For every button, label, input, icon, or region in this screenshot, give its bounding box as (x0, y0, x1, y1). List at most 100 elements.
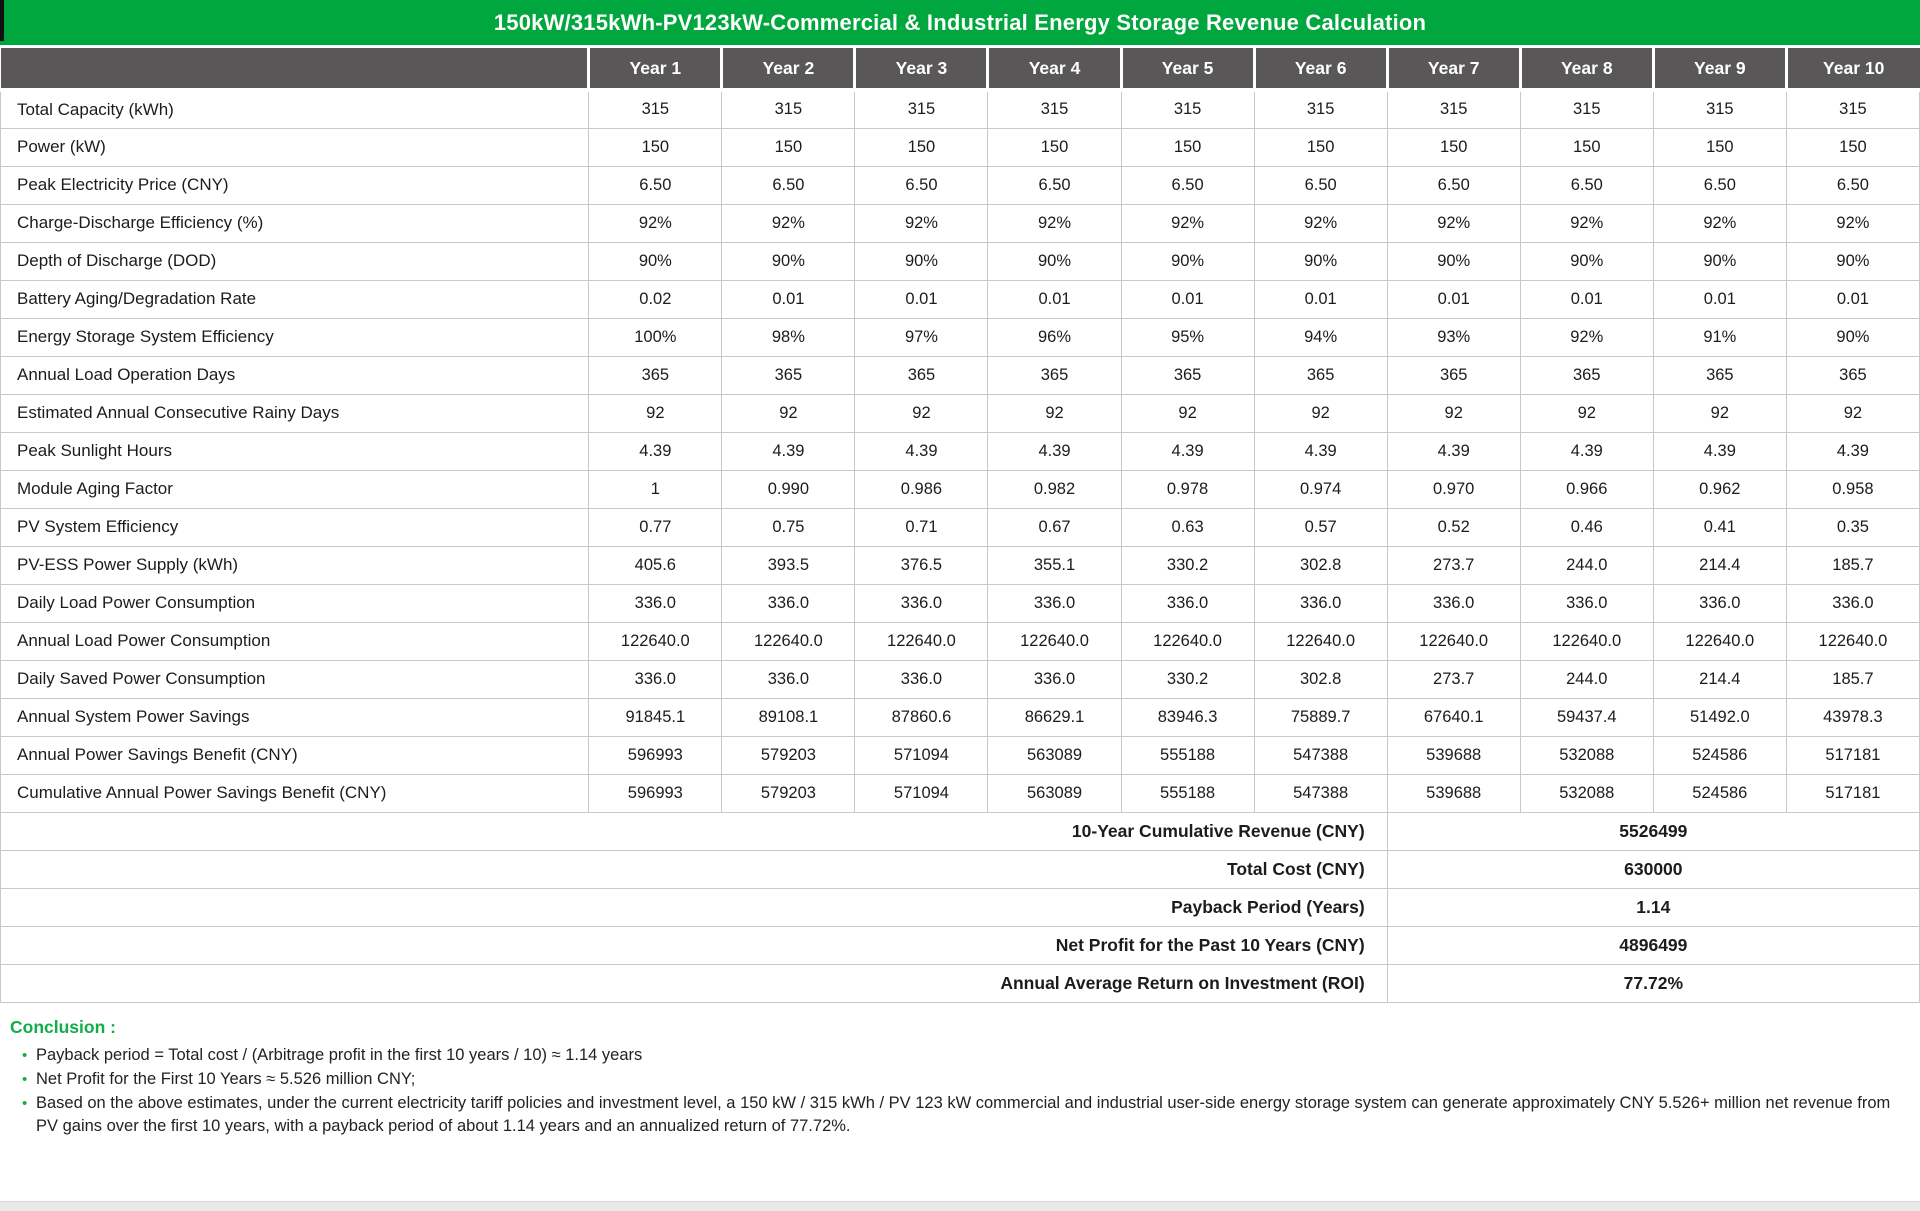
value-cell: 315 (987, 89, 1122, 129)
summary-label-cell: Annual Average Return on Investment (ROI… (0, 963, 1388, 1003)
value-cell: 122640.0 (1120, 621, 1255, 661)
value-cell: 365 (1386, 355, 1521, 395)
value-cell: 315 (1652, 89, 1787, 129)
value-cell: 365 (1785, 355, 1920, 395)
value-cell: 93% (1386, 317, 1521, 357)
row-label-cell: Charge-Discharge Efficiency (%) (0, 203, 590, 243)
bullet-dot-icon: • (22, 1070, 28, 1088)
value-cell: 150 (588, 127, 723, 167)
value-cell: 6.50 (1253, 165, 1388, 205)
value-cell: 92% (1519, 317, 1654, 357)
table-row: Module Aging Factor 1 0.990 0.986 0.982 0.978… (0, 469, 1920, 509)
value-cell: 0.02 (588, 279, 723, 319)
value-cell: 596993 (588, 773, 723, 813)
value-cell: 244.0 (1519, 659, 1654, 699)
value-cell: 4.39 (1519, 431, 1654, 471)
value-cell: 0.41 (1652, 507, 1787, 547)
value-cell: 539688 (1386, 773, 1521, 813)
value-cell: 336.0 (854, 659, 989, 699)
value-cell: 89108.1 (721, 697, 856, 737)
summary-row: Total Cost (CNY) 630000 (0, 849, 1920, 889)
value-cell: 0.01 (721, 279, 856, 319)
value-cell: 0.77 (588, 507, 723, 547)
year-header-cell: Year 7 (1387, 48, 1522, 92)
value-cell: 315 (721, 89, 856, 129)
page-title: 150kW/315kWh-PV123kW-Commercial & Indust… (493, 9, 1427, 35)
value-cell: 330.2 (1120, 545, 1255, 585)
value-cell: 0.986 (854, 469, 989, 509)
table-row: Annual Load Operation Days 365 365 365 365 36… (0, 355, 1920, 395)
row-label-cell: Annual Load Power Consumption (0, 621, 590, 661)
value-cell: 365 (1652, 355, 1787, 395)
summary-label-cell: 10-Year Cumulative Revenue (CNY) (0, 811, 1388, 851)
conclusion-heading: Conclusion : (10, 1016, 116, 1037)
table-body: Total Capacity (kWh) 315 315 315 315 315 315 31… (0, 89, 1920, 1003)
value-cell: 596993 (588, 735, 723, 775)
value-cell: 336.0 (721, 659, 856, 699)
value-cell: 122640.0 (1253, 621, 1388, 661)
value-cell: 336.0 (1519, 583, 1654, 623)
value-cell: 122640.0 (1386, 621, 1521, 661)
value-cell: 92% (1120, 203, 1255, 243)
summary-row: 10-Year Cumulative Revenue (CNY) 5526499 (0, 811, 1920, 851)
value-cell: 4.39 (1652, 431, 1787, 471)
value-cell: 0.75 (721, 507, 856, 547)
value-cell: 92 (1253, 393, 1388, 433)
value-cell: 92% (1785, 203, 1920, 243)
value-cell: 91845.1 (588, 697, 723, 737)
value-cell: 336.0 (588, 659, 723, 699)
value-cell: 214.4 (1652, 545, 1787, 585)
value-cell: 393.5 (721, 545, 856, 585)
value-cell: 579203 (721, 773, 856, 813)
value-cell: 273.7 (1386, 545, 1521, 585)
value-cell: 90% (1386, 241, 1521, 281)
row-label-cell: Annual Load Operation Days (0, 355, 590, 395)
table-row: Charge-Discharge Efficiency (%) 92% 92% 92%… (0, 203, 1920, 243)
value-cell: 0.966 (1519, 469, 1654, 509)
value-cell: 0.01 (1253, 279, 1388, 319)
value-cell: 6.50 (987, 165, 1122, 205)
year-header-cell: Year 8 (1520, 48, 1655, 92)
value-cell: 92% (1386, 203, 1521, 243)
value-cell: 547388 (1253, 735, 1388, 775)
value-cell: 150 (1253, 127, 1388, 167)
value-cell: 92 (854, 393, 989, 433)
year-header-cell: Year 2 (721, 48, 857, 92)
value-cell: 0.67 (987, 507, 1122, 547)
value-cell: 365 (1519, 355, 1654, 395)
value-cell: 547388 (1253, 773, 1388, 813)
value-cell: 92 (1519, 393, 1654, 433)
row-label-cell: Energy Storage System Efficiency (0, 317, 590, 357)
value-cell: 94% (1253, 317, 1388, 357)
value-cell: 86629.1 (987, 697, 1122, 737)
value-cell: 4.39 (1386, 431, 1521, 471)
value-cell: 150 (1120, 127, 1255, 167)
bullet-text: Based on the above estimates, under the … (36, 1093, 1891, 1135)
value-cell: 122640.0 (1519, 621, 1654, 661)
value-cell: 6.50 (854, 165, 989, 205)
bullet-text: Net Profit for the First 10 Years ≈ 5.52… (36, 1069, 416, 1088)
value-cell: 365 (987, 355, 1122, 395)
value-cell: 59437.4 (1519, 697, 1654, 737)
value-cell: 90% (1785, 241, 1920, 281)
value-cell: 302.8 (1253, 659, 1388, 699)
value-cell: 67640.1 (1386, 697, 1521, 737)
value-cell: 122640.0 (588, 621, 723, 661)
value-cell: 150 (1652, 127, 1787, 167)
row-label-cell: Power (kW) (0, 127, 590, 167)
value-cell: 336.0 (1253, 583, 1388, 623)
summary-label-cell: Payback Period (Years) (0, 887, 1388, 927)
value-cell: 517181 (1785, 735, 1920, 775)
table-row: Peak Electricity Price (CNY) 6.50 6.50 6.50… (0, 165, 1920, 205)
value-cell: 98% (721, 317, 856, 357)
value-cell: 92 (987, 393, 1122, 433)
value-cell: 0.990 (721, 469, 856, 509)
value-cell: 122640.0 (1785, 621, 1920, 661)
table-row: Annual Load Power Consumption 122640.0 122… (0, 621, 1920, 661)
row-label-cell: Depth of Discharge (DOD) (0, 241, 590, 281)
corner-header-cell (0, 48, 591, 92)
value-cell: 517181 (1785, 773, 1920, 813)
value-cell: 0.46 (1519, 507, 1654, 547)
row-label-cell: Cumulative Annual Power Savings Benefit … (0, 773, 590, 813)
year-header-cell: Year 9 (1653, 48, 1788, 92)
